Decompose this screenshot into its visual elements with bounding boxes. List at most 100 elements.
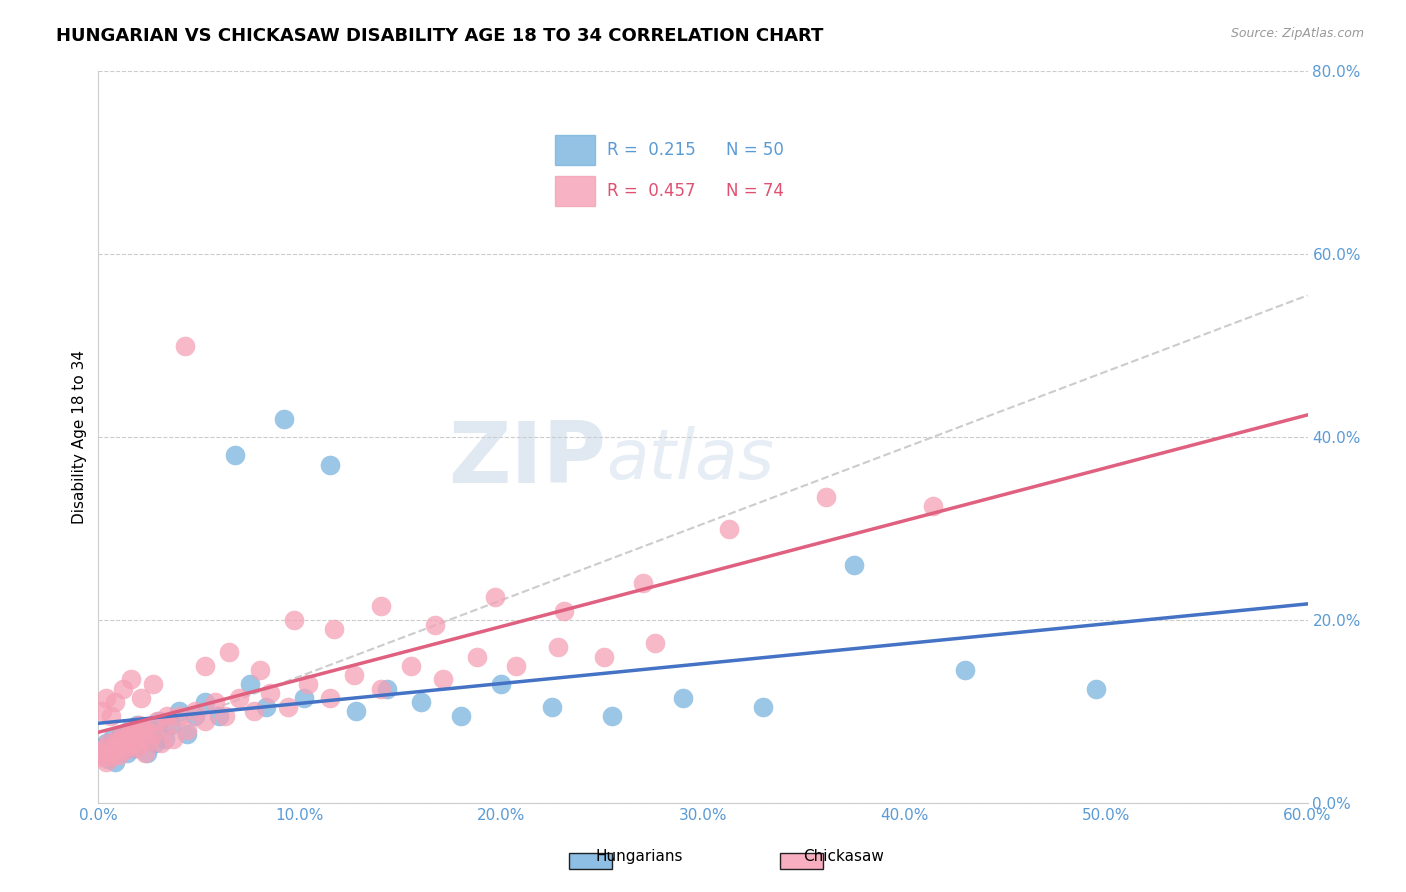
Point: [323, 622, 346, 636]
Point: [1085, 681, 1108, 696]
Point: [101, 730, 124, 744]
Point: [115, 730, 138, 744]
Point: [631, 576, 654, 591]
Point: [167, 705, 190, 719]
Point: [273, 412, 295, 426]
Point: [120, 673, 142, 687]
Point: [129, 690, 152, 705]
Point: [224, 448, 246, 462]
Point: [208, 709, 231, 723]
Point: [194, 658, 217, 673]
Point: [184, 705, 207, 719]
Point: [148, 714, 170, 728]
Text: Chickasaw: Chickasaw: [803, 849, 884, 863]
Point: [921, 499, 943, 513]
Point: [103, 755, 125, 769]
Point: [672, 690, 695, 705]
Y-axis label: Disability Age 18 to 34: Disability Age 18 to 34: [72, 350, 87, 524]
Point: [128, 718, 150, 732]
Point: [132, 727, 155, 741]
Point: [96, 755, 118, 769]
Point: [134, 746, 156, 760]
Point: [121, 724, 143, 739]
Point: [105, 733, 128, 747]
Point: [953, 663, 976, 677]
Point: [103, 746, 125, 760]
Point: [343, 667, 366, 681]
Point: [89, 746, 111, 760]
Point: [194, 695, 217, 709]
Point: [128, 731, 150, 746]
Point: [547, 640, 569, 655]
Point: [93, 740, 115, 755]
Point: [103, 695, 125, 709]
Point: [184, 709, 207, 723]
Point: [114, 731, 136, 746]
Point: [540, 699, 562, 714]
Point: [111, 727, 134, 741]
Point: [344, 705, 367, 719]
Point: [176, 723, 198, 737]
Point: [814, 490, 837, 504]
Point: [110, 727, 132, 741]
Point: [110, 733, 132, 747]
Point: [96, 690, 118, 705]
Point: [156, 718, 179, 732]
Point: [283, 613, 305, 627]
Text: Hungarians: Hungarians: [596, 849, 683, 863]
Point: [214, 709, 236, 723]
Point: [120, 736, 142, 750]
Point: [105, 731, 128, 746]
Point: [370, 681, 392, 696]
Point: [132, 721, 155, 735]
Point: [505, 658, 527, 673]
Point: [153, 731, 176, 746]
Point: [89, 746, 111, 760]
Point: [129, 731, 152, 746]
Point: [120, 723, 142, 737]
Point: [553, 604, 575, 618]
Point: [97, 736, 120, 750]
Text: N = 50: N = 50: [725, 141, 783, 159]
Point: [96, 736, 118, 750]
Point: [91, 750, 114, 764]
Point: [162, 731, 184, 746]
Point: [149, 736, 172, 750]
Bar: [554, 135, 595, 165]
Point: [718, 521, 741, 535]
Point: [319, 458, 342, 472]
Point: [277, 699, 299, 714]
Text: Source: ZipAtlas.com: Source: ZipAtlas.com: [1230, 27, 1364, 40]
Point: [844, 558, 866, 573]
Point: [142, 677, 165, 691]
Point: [142, 727, 165, 741]
Text: R =  0.457: R = 0.457: [607, 182, 695, 200]
Point: [124, 740, 146, 755]
Point: [139, 723, 162, 737]
Point: [491, 677, 513, 691]
Point: [228, 690, 250, 705]
Point: [121, 736, 143, 750]
Bar: [554, 176, 595, 206]
Point: [450, 709, 472, 723]
Point: [135, 724, 157, 739]
Point: [432, 673, 454, 687]
Point: [93, 748, 115, 763]
Point: [644, 636, 666, 650]
Point: [156, 709, 179, 723]
Point: [602, 709, 624, 723]
Point: [97, 752, 120, 766]
Point: [752, 699, 775, 714]
Point: [100, 709, 122, 723]
Point: [484, 590, 506, 604]
Point: [111, 743, 134, 757]
Point: [174, 338, 197, 352]
Point: [194, 714, 217, 728]
Point: [101, 740, 124, 755]
Point: [143, 736, 166, 750]
Point: [254, 699, 277, 714]
Point: [115, 746, 138, 760]
Point: [423, 617, 446, 632]
Point: [399, 658, 422, 673]
Text: atlas: atlas: [606, 425, 775, 492]
